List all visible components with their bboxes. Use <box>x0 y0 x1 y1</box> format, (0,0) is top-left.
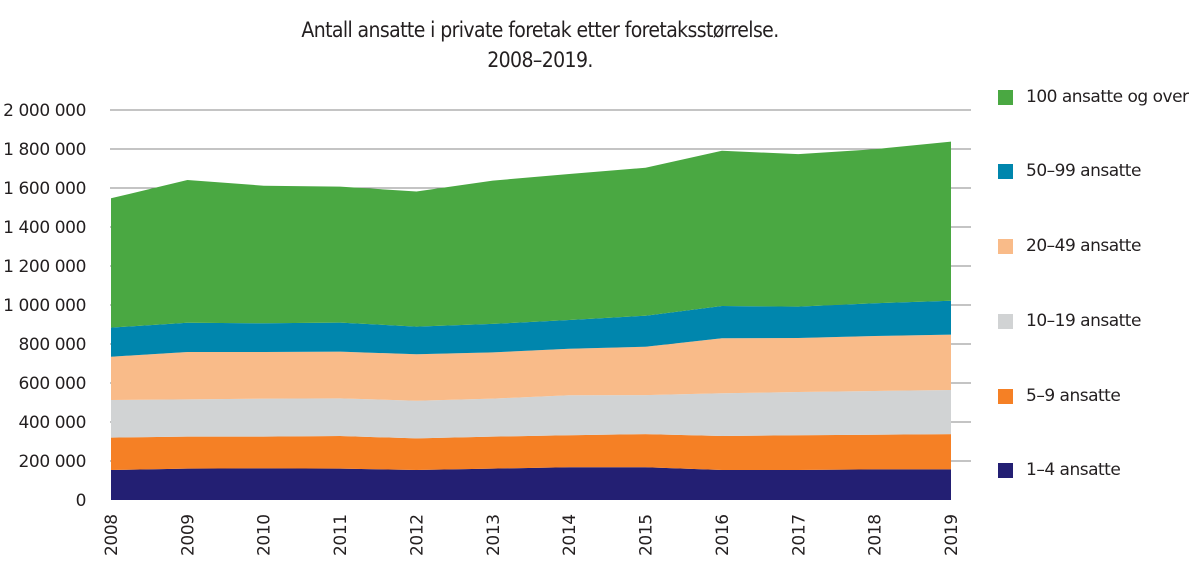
x-tick-label: 2012 <box>407 514 427 556</box>
legend-swatch <box>998 462 1013 478</box>
legend-item: 1–4 ansatte <box>998 458 1200 482</box>
x-tick-label: 2009 <box>178 514 198 556</box>
legend-swatch <box>998 89 1013 105</box>
legend-label: 50–99 ansatte <box>1026 161 1141 181</box>
legend-label: 100 ansatte og over <box>1026 87 1189 107</box>
x-tick-label: 2019 <box>942 514 962 556</box>
x-tick-label: 2018 <box>866 514 886 556</box>
y-tick-label: 600 000 <box>19 374 87 394</box>
chart-subtitle: 2008–2019. <box>487 48 593 72</box>
y-tick-label: 400 000 <box>19 413 87 433</box>
y-tick-label: 1 000 000 <box>3 296 86 316</box>
x-tick-label: 2016 <box>713 514 733 556</box>
legend-item: 50–99 ansatte <box>998 159 1200 183</box>
y-tick-label: 200 000 <box>19 452 87 472</box>
x-tick-label: 2017 <box>789 514 809 556</box>
area-series-1 <box>111 467 951 500</box>
legend-item: 5–9 ansatte <box>998 384 1200 408</box>
x-tick-label: 2014 <box>560 514 580 556</box>
chart-title: Antall ansatte i private foretak etter f… <box>301 18 779 42</box>
area-series-4 <box>111 334 951 401</box>
legend-label: 5–9 ansatte <box>1026 386 1121 406</box>
area-series <box>111 141 951 500</box>
area-series-5 <box>111 300 951 357</box>
x-tick-label: 2008 <box>102 514 122 556</box>
y-tick-label: 0 <box>76 491 86 511</box>
y-tick-label: 2 000 000 <box>3 101 86 121</box>
y-tick-label: 1 800 000 <box>3 140 86 160</box>
legend-swatch <box>998 163 1013 179</box>
legend-label: 1–4 ansatte <box>1026 460 1121 480</box>
area-series-6 <box>111 141 951 328</box>
legend-label: 20–49 ansatte <box>1026 236 1141 256</box>
x-tick-label: 2013 <box>484 514 504 556</box>
legend-item: 10–19 ansatte <box>998 309 1200 333</box>
legend-item: 100 ansatte og over <box>998 85 1200 109</box>
x-tick-label: 2010 <box>255 514 275 556</box>
y-tick-label: 1 200 000 <box>3 257 86 277</box>
x-tick-label: 2011 <box>331 514 351 556</box>
y-tick-label: 1 400 000 <box>3 218 86 238</box>
y-axis-ticks: 0 200 000 400 000 600 000 800 000 1 000 000 1 … <box>3 101 86 511</box>
legend-swatch <box>998 238 1013 254</box>
legend-swatch <box>998 313 1013 329</box>
x-axis-ticks: 2008 2009 2010 2011 2012 2013 2014 2015 2016 2017… <box>102 514 962 556</box>
legend-swatch <box>998 388 1013 404</box>
area-series-3 <box>111 390 951 439</box>
legend-label: 10–19 ansatte <box>1026 311 1141 331</box>
y-tick-label: 1 600 000 <box>3 179 86 199</box>
legend-item: 20–49 ansatte <box>998 234 1200 258</box>
y-tick-label: 800 000 <box>19 335 87 355</box>
area-series-2 <box>111 434 951 470</box>
x-tick-label: 2015 <box>637 514 657 556</box>
